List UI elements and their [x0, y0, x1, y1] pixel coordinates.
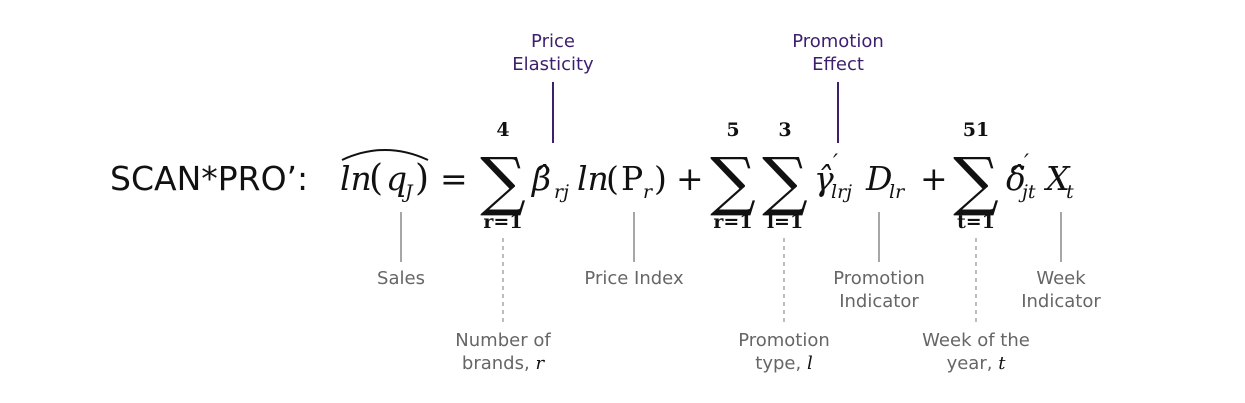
delta-symbol: δ̂ [1006, 159, 1026, 198]
week-indicator-term: X t [1043, 159, 1074, 203]
annotation-promotion-indicator: Promotion Indicator [833, 212, 925, 312]
sales-label: Sales [377, 268, 425, 289]
annotation-promotion-effect: Promotion Effect [792, 31, 884, 143]
annotation-week-of-year: Week of the year, t [922, 238, 1030, 374]
price-p: P [621, 159, 643, 198]
price-ln: ln [577, 159, 609, 198]
sum4-lower-limit: t=1 [957, 211, 995, 233]
beta-term: β̂ rj [530, 159, 569, 203]
week-of-year-line2: year, t [947, 353, 1007, 374]
sum2-sigma: ∑ [710, 145, 756, 219]
annotation-number-of-brands: Number of brands, r [455, 238, 551, 374]
model-label: SCAN*PRO’: [110, 159, 308, 198]
sum2-upper-limit: 5 [726, 119, 739, 141]
sum-promo-types: 3 ∑ l=1 [762, 119, 808, 233]
beta-subscript: rj [554, 181, 569, 203]
brands-line1: Number of [455, 330, 551, 351]
promotion-type-variable: l [807, 353, 813, 374]
price-index-label: Price Index [584, 268, 684, 289]
x-subscript: t [1066, 181, 1074, 203]
price-close-paren: ) [654, 159, 667, 198]
week-of-year-line2-text: year, [947, 353, 993, 374]
promotion-effect-line2: Effect [812, 54, 864, 75]
annotation-sales: Sales [377, 212, 425, 289]
sum2-lower-limit: r=1 [713, 211, 752, 233]
brands-variable: r [535, 353, 545, 374]
beta-symbol: β̂ [530, 159, 551, 198]
promotion-type-line1: Promotion [738, 330, 830, 351]
price-elasticity-line1: Price [531, 31, 575, 52]
price-elasticity-line2: Elasticity [512, 54, 594, 75]
lhs-open-paren: ( [369, 158, 383, 199]
sum3-upper-limit: 3 [778, 119, 791, 141]
delta-subscript: jt [1018, 181, 1036, 203]
promotion-type-line2-text: type, [755, 353, 801, 374]
d-subscript: lr [889, 181, 906, 203]
log-price-term: ln ( P r ) [577, 159, 667, 203]
price-subscript: r [643, 181, 654, 203]
gamma-symbol: γ̂ [814, 159, 834, 198]
x-variable: X [1043, 159, 1071, 198]
brands-line2-text: brands, [462, 353, 530, 374]
sum1-upper-limit: 4 [496, 119, 509, 141]
sum3-lower-limit: l=1 [767, 211, 803, 233]
lhs-subscript: J [401, 181, 414, 203]
annotation-promotion-type: Promotion type, l [738, 238, 830, 374]
promotion-indicator-line1: Promotion [833, 268, 925, 289]
sum1-lower-limit: r=1 [483, 211, 522, 233]
sum3-sigma: ∑ [762, 145, 808, 219]
sum-brands-promo: 5 ∑ r=1 [710, 119, 756, 233]
gamma-prime: ′ [833, 151, 838, 176]
sum-brands: 4 ∑ r=1 [480, 119, 526, 233]
week-indicator-line2: Indicator [1021, 291, 1101, 312]
annotation-price-index: Price Index [584, 212, 684, 289]
promotion-type-line2: type, l [755, 353, 813, 374]
brands-line2: brands, r [462, 353, 546, 374]
promotion-indicator-line2: Indicator [839, 291, 919, 312]
lhs-wide-hat [341, 149, 429, 161]
sum4-upper-limit: 51 [963, 119, 989, 141]
week-of-year-line1: Week of the [922, 330, 1030, 351]
gamma-term: γ̂ ′ lrj [814, 151, 852, 203]
sum4-sigma: ∑ [953, 145, 999, 219]
gamma-subscript: lrj [831, 181, 852, 203]
equals-sign: = [440, 159, 468, 198]
price-open-paren: ( [606, 159, 619, 198]
promotion-effect-line1: Promotion [792, 31, 884, 52]
sum1-sigma: ∑ [480, 145, 526, 219]
annotation-price-elasticity: Price Elasticity [512, 31, 594, 143]
delta-prime: ′ [1024, 151, 1029, 176]
delta-term: δ̂ ′ jt [1006, 151, 1036, 203]
week-of-year-variable: t [998, 353, 1006, 374]
lhs-close-paren: ) [415, 158, 429, 199]
lhs-ln: ln [340, 159, 372, 198]
lhs-q: q [386, 159, 407, 198]
plus-sign-2: + [920, 159, 948, 198]
annotation-week-indicator: Week Indicator [1021, 212, 1101, 312]
plus-sign-1: + [676, 159, 704, 198]
sum-weeks: 51 ∑ t=1 [953, 119, 999, 233]
d-variable: D [865, 159, 892, 198]
week-indicator-line1: Week [1036, 268, 1086, 289]
lhs-term: ln ( q J ) [340, 149, 429, 203]
promo-indicator-term: D lr [865, 159, 906, 203]
